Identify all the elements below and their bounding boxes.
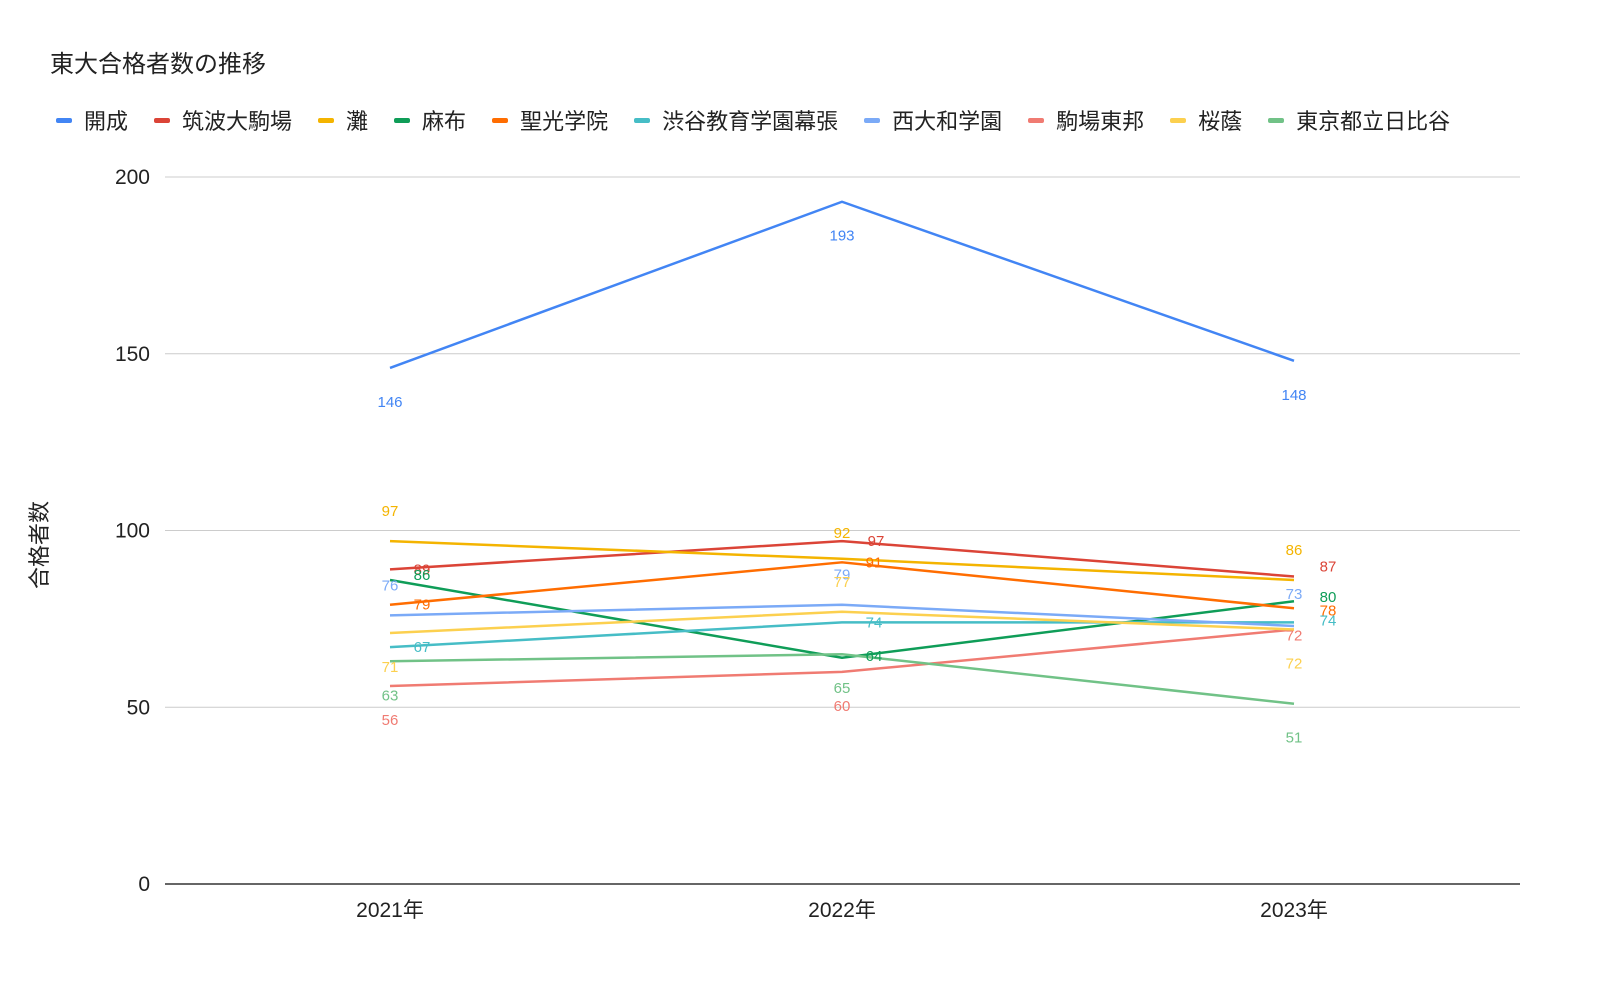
data-label: 63 xyxy=(382,687,399,704)
data-label: 72 xyxy=(1286,655,1303,672)
legend-swatch xyxy=(56,117,72,123)
data-label: 64 xyxy=(866,648,883,665)
legend-item: 開成 xyxy=(56,104,128,136)
data-label: 56 xyxy=(382,712,399,729)
series-line xyxy=(389,603,1295,628)
y-tick-label: 50 xyxy=(127,696,150,719)
series-line xyxy=(389,539,1295,578)
data-label: 148 xyxy=(1281,387,1306,404)
data-label: 87 xyxy=(1320,558,1337,575)
legend-item: 東京都立日比谷 xyxy=(1268,104,1450,136)
legend-swatch xyxy=(492,117,509,123)
series-line xyxy=(389,652,1295,705)
chart-title: 東大合格者数の推移 xyxy=(50,50,266,78)
series-line xyxy=(389,200,1295,370)
legend-item: 筑波大駒場 xyxy=(154,104,292,136)
y-tick-label: 200 xyxy=(115,166,150,189)
series-line xyxy=(389,610,1295,635)
legend-label: 開成 xyxy=(84,110,129,135)
legend-swatch xyxy=(634,117,651,123)
legend-swatch xyxy=(154,117,171,123)
legend-swatch xyxy=(394,117,411,123)
legend-label: 桜蔭 xyxy=(1198,110,1243,135)
legend-label: 筑波大駒場 xyxy=(182,110,293,135)
data-label: 72 xyxy=(1286,627,1303,644)
data-label: 92 xyxy=(834,525,851,542)
series-line xyxy=(389,539,1295,582)
data-label: 65 xyxy=(834,680,851,697)
data-label: 91 xyxy=(866,554,883,571)
data-label: 74 xyxy=(1320,612,1337,629)
data-label: 146 xyxy=(377,394,402,411)
data-label: 79 xyxy=(414,597,431,614)
data-label: 74 xyxy=(866,614,883,631)
data-label: 60 xyxy=(834,698,851,715)
legend-swatch xyxy=(1028,117,1045,123)
data-label: 193 xyxy=(829,228,854,245)
legend-swatch xyxy=(864,117,881,123)
legend-item: 桜蔭 xyxy=(1170,104,1242,136)
data-label: 86 xyxy=(1286,542,1303,559)
data-label: 78 xyxy=(1320,602,1337,619)
data-label: 97 xyxy=(868,533,885,550)
legend-label: 渋谷教育学園幕張 xyxy=(662,110,839,135)
data-label: 86 xyxy=(414,567,431,584)
series-line xyxy=(389,628,1295,688)
legend-label: 西大和学園 xyxy=(892,110,1003,135)
legend: 開成 筑波大駒場 灘 麻布 聖光学院 渋谷教育学園幕張 西大和学園 駒場東邦 桜蔭 東京都立日比谷 xyxy=(56,104,1476,136)
legend-item: 西大和学園 xyxy=(864,104,1002,136)
data-label: 67 xyxy=(414,639,431,656)
data-label: 97 xyxy=(382,503,399,520)
legend-label: 灘 xyxy=(346,110,369,135)
data-label: 51 xyxy=(1286,730,1303,747)
data-label: 76 xyxy=(382,577,399,594)
x-tick-label: 2023年 xyxy=(1260,899,1328,922)
legend-swatch xyxy=(1170,117,1187,123)
x-tick-label: 2021年 xyxy=(356,899,424,922)
data-label: 73 xyxy=(1286,586,1303,603)
legend-swatch xyxy=(1268,117,1285,123)
legend-label: 麻布 xyxy=(422,110,467,135)
data-label: 71 xyxy=(382,659,399,676)
legend-item: 駒場東邦 xyxy=(1028,104,1144,136)
data-label: 77 xyxy=(834,574,851,591)
data-label: 89 xyxy=(414,561,431,578)
legend-item: 灘 xyxy=(318,104,368,136)
legend-item: 聖光学院 xyxy=(492,104,608,136)
legend-label: 東京都立日比谷 xyxy=(1296,110,1451,135)
legend-label: 駒場東邦 xyxy=(1056,110,1145,135)
data-label: 79 xyxy=(834,567,851,584)
data-label: 80 xyxy=(1320,589,1337,606)
series-line xyxy=(389,561,1295,610)
x-tick-label: 2022年 xyxy=(808,899,876,922)
legend-item: 渋谷教育学園幕張 xyxy=(634,104,838,136)
y-tick-label: 150 xyxy=(115,343,150,366)
y-tick-label: 100 xyxy=(115,520,150,543)
legend-swatch xyxy=(318,117,335,123)
legend-item: 麻布 xyxy=(394,104,466,136)
y-tick-label: 0 xyxy=(138,873,150,896)
legend-label: 聖光学院 xyxy=(520,110,609,135)
